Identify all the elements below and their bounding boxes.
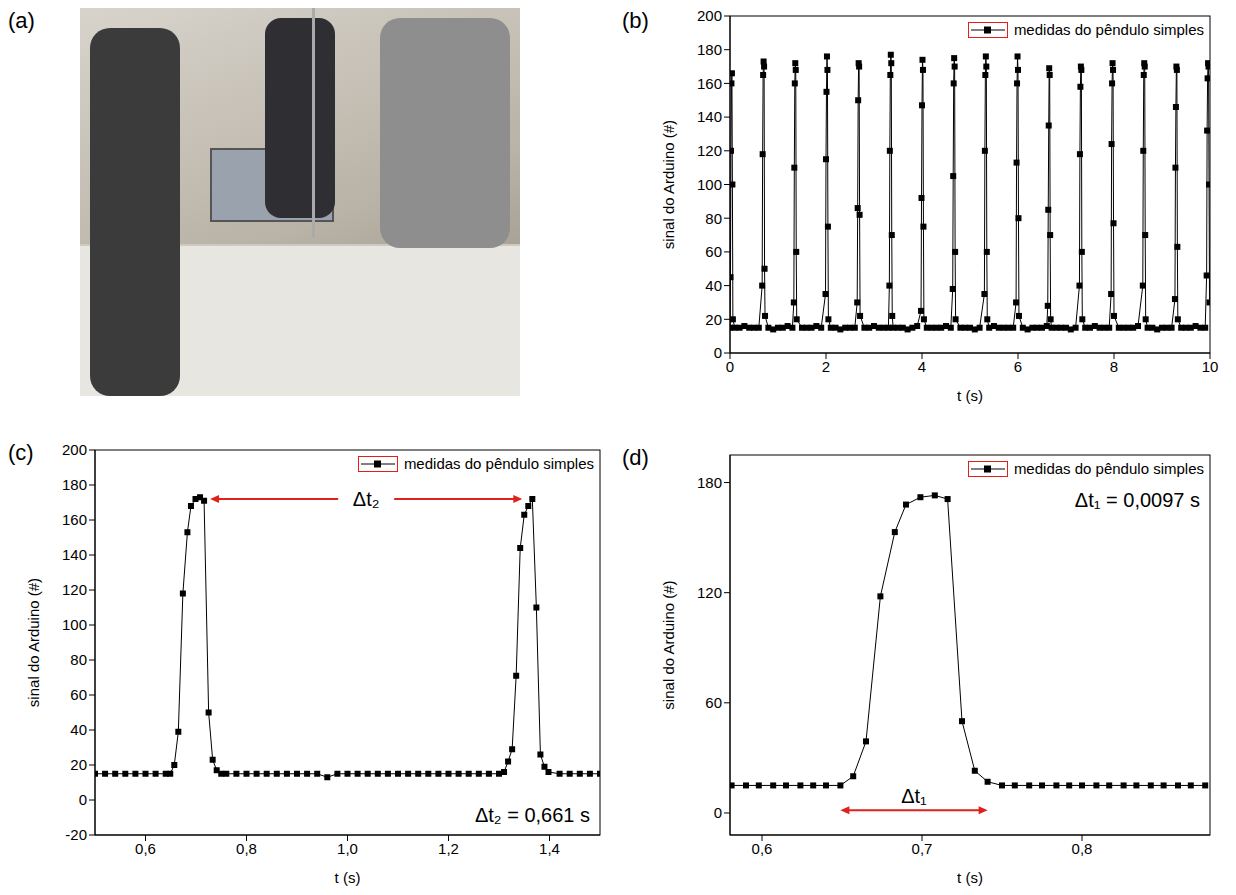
svg-text:160: 160 xyxy=(62,511,87,528)
svg-text:180: 180 xyxy=(62,476,87,493)
svg-text:20: 20 xyxy=(705,311,722,328)
svg-text:t (s): t (s) xyxy=(957,869,983,886)
svg-text:180: 180 xyxy=(697,474,722,491)
svg-text:100: 100 xyxy=(697,176,722,193)
svg-text:200: 200 xyxy=(62,441,87,458)
svg-text:180: 180 xyxy=(697,41,722,58)
svg-text:0,8: 0,8 xyxy=(1072,840,1093,857)
svg-text:160: 160 xyxy=(697,75,722,92)
svg-text:sinal do Arduino (#): sinal do Arduino (#) xyxy=(25,578,42,707)
html-text:(c): (c) xyxy=(8,440,34,465)
svg-text:0: 0 xyxy=(714,344,722,361)
svg-text:60: 60 xyxy=(70,686,87,703)
svg-text:60: 60 xyxy=(705,694,722,711)
svg-text:1,0: 1,0 xyxy=(337,840,358,857)
svg-text:Δt₁: Δt₁ xyxy=(901,785,927,807)
svg-text:-20: -20 xyxy=(65,826,87,843)
html-text:(b): (b) xyxy=(622,8,649,33)
svg-text:0,6: 0,6 xyxy=(752,840,773,857)
svg-text:140: 140 xyxy=(697,108,722,125)
svg-text:40: 40 xyxy=(705,277,722,294)
html-text:Δt₁ = 0,0097 s: Δt₁ = 0,0097 s xyxy=(1074,489,1200,511)
html-text:medidas do pêndulo simples: medidas do pêndulo simples xyxy=(403,455,594,472)
svg-text:4: 4 xyxy=(918,358,926,375)
svg-text:100: 100 xyxy=(62,616,87,633)
svg-text:0,7: 0,7 xyxy=(912,840,933,857)
svg-text:140: 140 xyxy=(62,546,87,563)
svg-text:120: 120 xyxy=(697,584,722,601)
svg-text:t (s): t (s) xyxy=(335,869,361,886)
svg-text:0,8: 0,8 xyxy=(236,840,257,857)
svg-text:0: 0 xyxy=(79,791,87,808)
html-text:Δt₂ = 0,661 s: Δt₂ = 0,661 s xyxy=(474,804,590,826)
svg-text:200: 200 xyxy=(697,8,722,24)
html-text:(a): (a) xyxy=(8,8,35,33)
svg-text:0,6: 0,6 xyxy=(135,840,156,857)
svg-text:1,4: 1,4 xyxy=(539,840,560,857)
svg-text:8: 8 xyxy=(1110,358,1118,375)
svg-text:t (s): t (s) xyxy=(957,387,983,404)
html-text:medidas do pêndulo simples: medidas do pêndulo simples xyxy=(1013,21,1204,38)
svg-text:120: 120 xyxy=(62,581,87,598)
svg-text:sinal do Arduino (#): sinal do Arduino (#) xyxy=(660,120,677,249)
svg-text:60: 60 xyxy=(705,243,722,260)
svg-text:120: 120 xyxy=(697,142,722,159)
svg-text:20: 20 xyxy=(70,756,87,773)
svg-text:0: 0 xyxy=(726,358,734,375)
svg-text:2: 2 xyxy=(822,358,830,375)
html-text:(d): (d) xyxy=(622,445,649,470)
svg-text:40: 40 xyxy=(70,721,87,738)
svg-text:1,2: 1,2 xyxy=(438,840,459,857)
svg-text:sinal do Arduino (#): sinal do Arduino (#) xyxy=(660,580,677,709)
html-text:medidas do pêndulo simples: medidas do pêndulo simples xyxy=(1013,460,1204,477)
svg-text:Δt₂: Δt₂ xyxy=(353,488,380,510)
svg-text:80: 80 xyxy=(70,651,87,668)
svg-text:6: 6 xyxy=(1014,358,1022,375)
svg-text:0: 0 xyxy=(714,804,722,821)
svg-text:10: 10 xyxy=(1202,358,1219,375)
svg-text:80: 80 xyxy=(705,210,722,227)
